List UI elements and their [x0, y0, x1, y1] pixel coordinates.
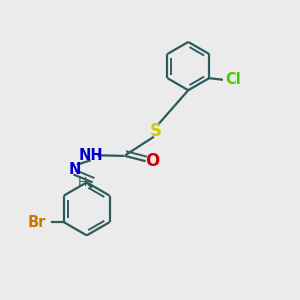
- Text: N: N: [69, 162, 81, 177]
- Text: Cl: Cl: [225, 72, 241, 87]
- Text: NH: NH: [79, 148, 104, 163]
- Text: O: O: [145, 152, 159, 169]
- Text: Br: Br: [28, 214, 46, 230]
- Text: H: H: [78, 176, 88, 189]
- Text: S: S: [150, 122, 162, 140]
